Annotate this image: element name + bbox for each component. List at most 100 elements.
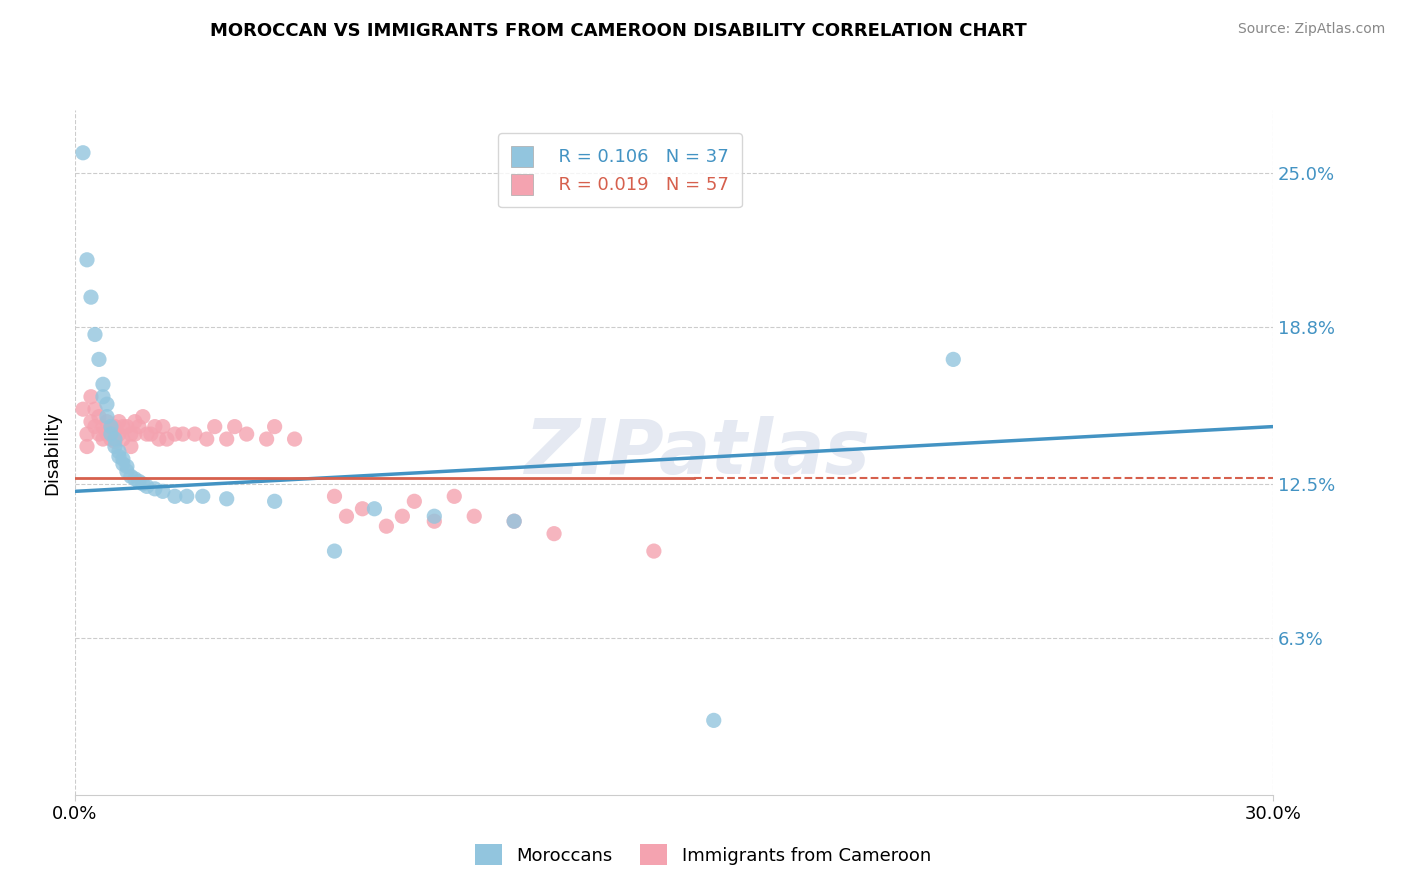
Point: [115, 459, 138, 474]
Point: [703, 714, 725, 728]
Point: [100, 427, 122, 442]
Point: [124, 472, 146, 486]
Legend:   R = 0.106   N = 37,   R = 0.019   N = 57: R = 0.106 N = 37, R = 0.019 N = 57: [498, 133, 741, 207]
Point: [224, 419, 246, 434]
Point: [463, 509, 485, 524]
Point: [143, 419, 166, 434]
Point: [191, 489, 214, 503]
Point: [503, 514, 526, 528]
Point: [91, 432, 114, 446]
Point: [115, 419, 138, 434]
Point: [104, 440, 127, 454]
Point: [96, 397, 118, 411]
Point: [80, 290, 103, 304]
Point: [404, 494, 426, 508]
Point: [139, 427, 162, 442]
Point: [543, 526, 565, 541]
Point: [72, 402, 94, 417]
Point: [235, 427, 257, 442]
Point: [124, 427, 146, 442]
Point: [215, 491, 238, 506]
Point: [423, 509, 446, 524]
Point: [363, 501, 385, 516]
Point: [323, 489, 346, 503]
Point: [80, 415, 103, 429]
Point: [96, 409, 118, 424]
Point: [423, 514, 446, 528]
Point: [84, 419, 107, 434]
Point: [163, 489, 186, 503]
Text: Source: ZipAtlas.com: Source: ZipAtlas.com: [1237, 22, 1385, 37]
Point: [128, 475, 150, 489]
Point: [204, 419, 226, 434]
Point: [104, 419, 127, 434]
Point: [108, 415, 131, 429]
Point: [143, 482, 166, 496]
Point: [443, 489, 465, 503]
Point: [120, 469, 142, 483]
Point: [148, 432, 170, 446]
Point: [120, 427, 142, 442]
Y-axis label: Disability: Disability: [44, 410, 60, 495]
Point: [256, 432, 278, 446]
Point: [124, 415, 146, 429]
Point: [135, 479, 157, 493]
Point: [104, 432, 127, 446]
Point: [91, 390, 114, 404]
Point: [115, 465, 138, 479]
Point: [643, 544, 665, 558]
Point: [323, 544, 346, 558]
Point: [84, 327, 107, 342]
Point: [284, 432, 307, 446]
Point: [91, 377, 114, 392]
Point: [176, 489, 198, 503]
Point: [91, 419, 114, 434]
Point: [100, 422, 122, 436]
Point: [503, 514, 526, 528]
Point: [172, 427, 194, 442]
Point: [80, 390, 103, 404]
Point: [76, 427, 98, 442]
Point: [96, 427, 118, 442]
Point: [87, 427, 110, 442]
Point: [156, 432, 179, 446]
Point: [104, 434, 127, 449]
Point: [352, 501, 374, 516]
Point: [111, 457, 134, 471]
Point: [132, 409, 155, 424]
Point: [108, 450, 131, 464]
Point: [942, 352, 965, 367]
Point: [87, 352, 110, 367]
Legend: Moroccans, Immigrants from Cameroon: Moroccans, Immigrants from Cameroon: [468, 837, 938, 872]
Point: [152, 484, 174, 499]
Point: [111, 432, 134, 446]
Point: [108, 427, 131, 442]
Point: [152, 419, 174, 434]
Point: [76, 252, 98, 267]
Text: ZIPatlas: ZIPatlas: [524, 416, 870, 490]
Point: [111, 452, 134, 467]
Point: [335, 509, 357, 524]
Point: [96, 415, 118, 429]
Point: [76, 440, 98, 454]
Point: [108, 444, 131, 458]
Point: [132, 476, 155, 491]
Point: [391, 509, 413, 524]
Point: [263, 494, 285, 508]
Point: [128, 419, 150, 434]
Point: [72, 145, 94, 160]
Text: MOROCCAN VS IMMIGRANTS FROM CAMEROON DISABILITY CORRELATION CHART: MOROCCAN VS IMMIGRANTS FROM CAMEROON DIS…: [211, 22, 1026, 40]
Point: [100, 419, 122, 434]
Point: [100, 432, 122, 446]
Point: [84, 402, 107, 417]
Point: [215, 432, 238, 446]
Point: [375, 519, 398, 533]
Point: [111, 419, 134, 434]
Point: [120, 440, 142, 454]
Point: [163, 427, 186, 442]
Point: [135, 427, 157, 442]
Point: [195, 432, 218, 446]
Point: [184, 427, 207, 442]
Point: [263, 419, 285, 434]
Point: [87, 409, 110, 424]
